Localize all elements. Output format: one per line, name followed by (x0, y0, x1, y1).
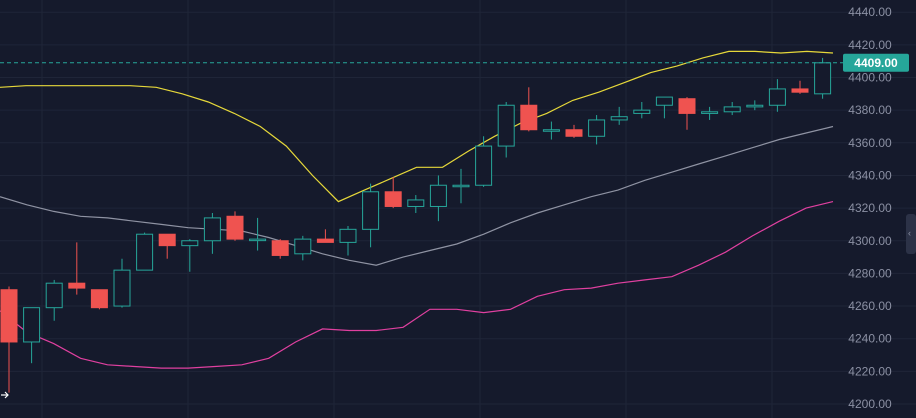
candle-up (588, 119, 606, 137)
misc (1, 391, 9, 399)
candle-up (475, 145, 493, 186)
y-tick-label: 4260.00 (848, 299, 892, 313)
candle-up (814, 62, 832, 95)
candle-up (746, 104, 764, 108)
y-tick-label: 4420.00 (848, 38, 892, 52)
y-tick-label: 4200.00 (848, 397, 892, 411)
last-price-value: 4409.00 (854, 56, 898, 70)
y-tick-label: 4220.00 (848, 364, 892, 378)
candle-up (768, 88, 786, 106)
candle-up (610, 116, 628, 121)
candle-down (90, 289, 108, 309)
bollinger-bands (0, 50, 834, 369)
candle-down (158, 233, 176, 247)
chevron-icon: ‹ (908, 228, 911, 238)
candle-down (565, 129, 583, 137)
y-tick-label: 4300.00 (848, 234, 892, 248)
candle-down (316, 238, 334, 243)
y-tick-label: 4440.00 (848, 5, 892, 19)
arrow-right-icon (1, 391, 9, 399)
candle-up (429, 184, 447, 207)
candle-up (203, 217, 221, 242)
candle-up (23, 307, 41, 343)
candle-up (701, 111, 719, 114)
lower-band-line (0, 201, 834, 369)
y-tick-label: 4280.00 (848, 266, 892, 280)
y-tick-label: 4240.00 (848, 332, 892, 346)
candle-up (497, 104, 515, 147)
y-tick-label: 4380.00 (848, 103, 892, 117)
candle-up (113, 269, 131, 307)
candle-down (0, 289, 18, 343)
candle-up (633, 109, 651, 114)
candle-up (136, 233, 154, 271)
candle-down (678, 98, 696, 114)
candles (0, 57, 832, 393)
candle-down (68, 282, 86, 289)
candle-up (407, 199, 425, 207)
candle-up (452, 184, 470, 188)
candle-up (362, 191, 380, 230)
candle-down (520, 104, 538, 131)
y-tick-label: 4400.00 (848, 71, 892, 85)
price-scale-handle[interactable]: ‹ (906, 214, 916, 254)
candle-up (294, 238, 312, 255)
y-axis: 4200.00 4220.00 4240.00 4260.00 4280.00 4300.… (843, 5, 909, 411)
candle-down (384, 191, 402, 207)
candle-up (655, 96, 673, 106)
candle-up (339, 228, 357, 243)
y-tick-label: 4320.00 (848, 201, 892, 215)
y-tick-label: 4340.00 (848, 168, 892, 182)
last-price-label (843, 53, 909, 72)
candle-down (271, 240, 289, 256)
candle-up (249, 238, 267, 242)
candle-up (542, 129, 560, 132)
candle-down (226, 215, 244, 240)
candle-down (791, 88, 809, 93)
candle-up (723, 106, 741, 113)
candle-up (181, 240, 199, 247)
candle-up (45, 282, 63, 309)
upper-band-line (0, 50, 834, 203)
middle-band-line (0, 125, 834, 266)
y-tick-label: 4360.00 (848, 136, 892, 150)
